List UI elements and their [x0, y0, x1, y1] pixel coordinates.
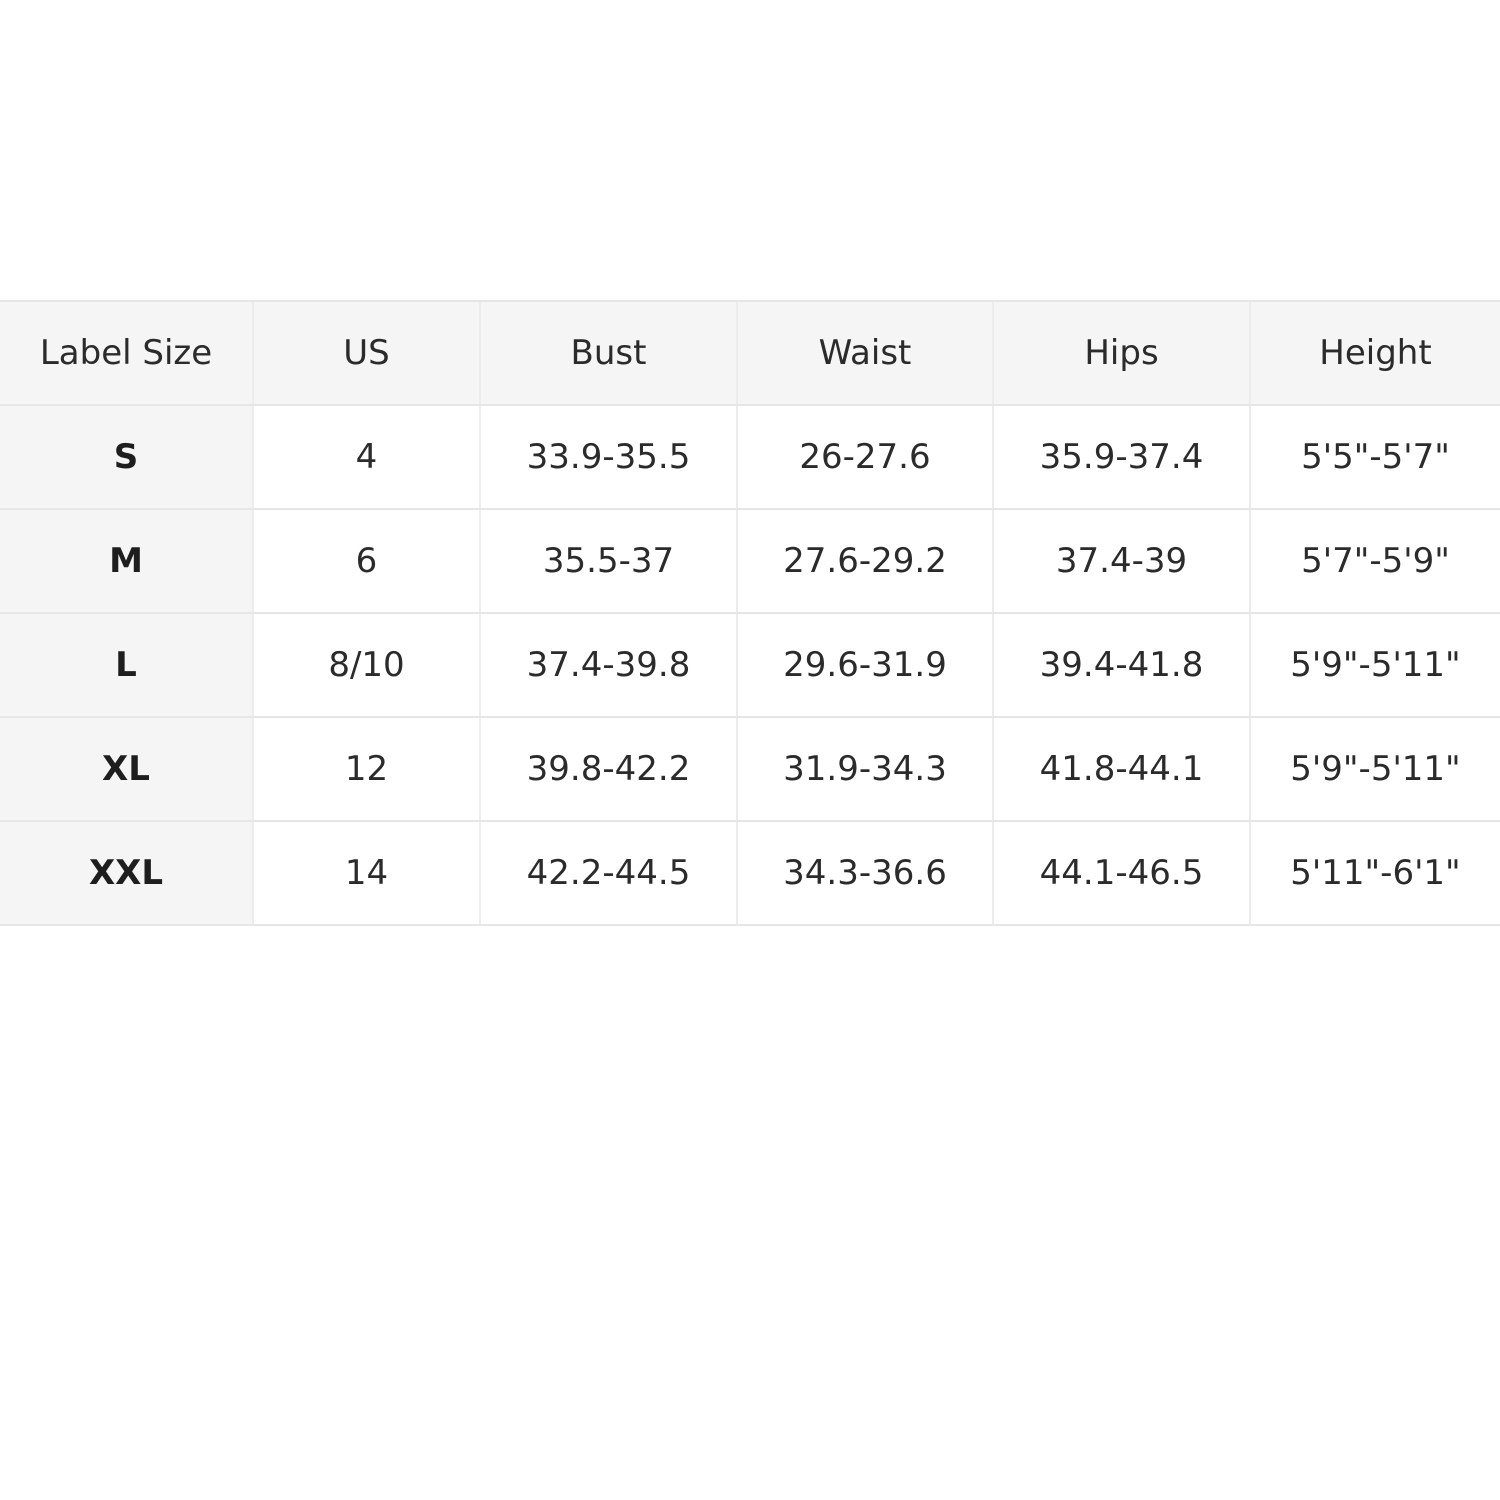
cell-bust: 33.9-35.5 — [479, 404, 737, 510]
cell-label-size: L — [0, 612, 253, 718]
cell-height: 5'7"-5'9" — [1249, 508, 1500, 614]
table-row: S 4 33.9-35.5 26-27.6 35.9-37.4 5'5"-5'7… — [0, 404, 1500, 510]
cell-hips: 39.4-41.8 — [992, 612, 1250, 718]
cell-bust: 42.2-44.5 — [479, 820, 737, 926]
header-label-size: Label Size — [0, 300, 253, 406]
cell-height: 5'9"-5'11" — [1249, 612, 1500, 718]
cell-us: 14 — [252, 820, 480, 926]
cell-hips: 44.1-46.5 — [992, 820, 1250, 926]
table-row: XXL 14 42.2-44.5 34.3-36.6 44.1-46.5 5'1… — [0, 820, 1500, 926]
table-row: XL 12 39.8-42.2 31.9-34.3 41.8-44.1 5'9"… — [0, 716, 1500, 822]
cell-label-size: M — [0, 508, 253, 614]
cell-us: 12 — [252, 716, 480, 822]
cell-waist: 26-27.6 — [736, 404, 993, 510]
cell-waist: 29.6-31.9 — [736, 612, 993, 718]
header-hips: Hips — [992, 300, 1250, 406]
cell-label-size: XL — [0, 716, 253, 822]
cell-hips: 35.9-37.4 — [992, 404, 1250, 510]
header-bust: Bust — [479, 300, 737, 406]
cell-waist: 34.3-36.6 — [736, 820, 993, 926]
cell-waist: 27.6-29.2 — [736, 508, 993, 614]
cell-label-size: S — [0, 404, 253, 510]
cell-height: 5'5"-5'7" — [1249, 404, 1500, 510]
table-row: L 8/10 37.4-39.8 29.6-31.9 39.4-41.8 5'9… — [0, 612, 1500, 718]
header-row: Label Size US Bust Waist Hips Height — [0, 300, 1500, 406]
cell-waist: 31.9-34.3 — [736, 716, 993, 822]
cell-label-size: XXL — [0, 820, 253, 926]
cell-us: 4 — [252, 404, 480, 510]
cell-height: 5'9"-5'11" — [1249, 716, 1500, 822]
cell-us: 8/10 — [252, 612, 480, 718]
table-row: M 6 35.5-37 27.6-29.2 37.4-39 5'7"-5'9" — [0, 508, 1500, 614]
cell-height: 5'11"-6'1" — [1249, 820, 1500, 926]
cell-hips: 41.8-44.1 — [992, 716, 1250, 822]
cell-hips: 37.4-39 — [992, 508, 1250, 614]
size-chart-table: Label Size US Bust Waist Hips Height S 4… — [0, 300, 1500, 926]
cell-us: 6 — [252, 508, 480, 614]
cell-bust: 35.5-37 — [479, 508, 737, 614]
header-height: Height — [1249, 300, 1500, 406]
header-us: US — [252, 300, 480, 406]
cell-bust: 39.8-42.2 — [479, 716, 737, 822]
header-waist: Waist — [736, 300, 993, 406]
cell-bust: 37.4-39.8 — [479, 612, 737, 718]
